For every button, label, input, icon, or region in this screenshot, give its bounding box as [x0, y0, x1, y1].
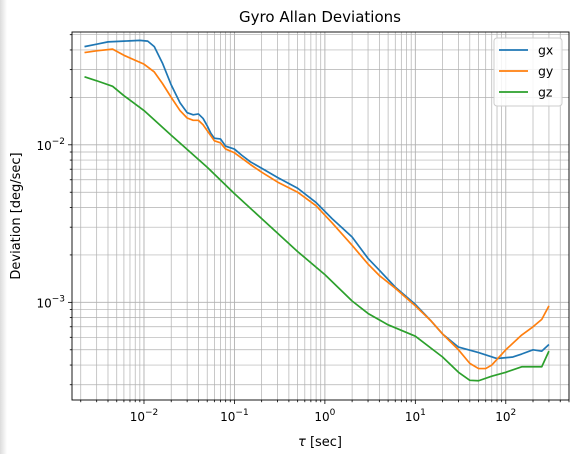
y-axis-label: Deviation [deg/sec]: [9, 152, 24, 279]
legend-label-gz: gz: [538, 85, 553, 100]
legend: gx gy gz: [493, 37, 563, 107]
series-line-gz: [84, 76, 550, 382]
grid-lines: [72, 32, 570, 400]
legend-frame: [493, 37, 563, 107]
series-line-gy: [84, 48, 550, 370]
chart-title: Gyro Allan Deviations: [239, 8, 401, 26]
x-tick-label: 102: [495, 408, 516, 424]
legend-label-gx: gx: [538, 43, 553, 58]
y-tick-label: 10−3: [36, 294, 65, 310]
x-axis-label: τ [sec]: [298, 435, 342, 450]
series-line-gx: [84, 39, 550, 360]
axis-ticks: 10−2 10−1 100 101 102 10−3 10−2: [36, 34, 570, 424]
x-tick-label: 100: [314, 408, 335, 424]
x-tick-label: 10−1: [220, 408, 249, 424]
x-tick-label: 10−2: [130, 408, 159, 424]
x-tick-label: 101: [405, 408, 426, 424]
legend-label-gy: gy: [538, 64, 554, 79]
data-series: [84, 39, 550, 382]
window-edge-shadow: [0, 0, 7, 454]
y-tick-label: 10−2: [36, 137, 65, 153]
